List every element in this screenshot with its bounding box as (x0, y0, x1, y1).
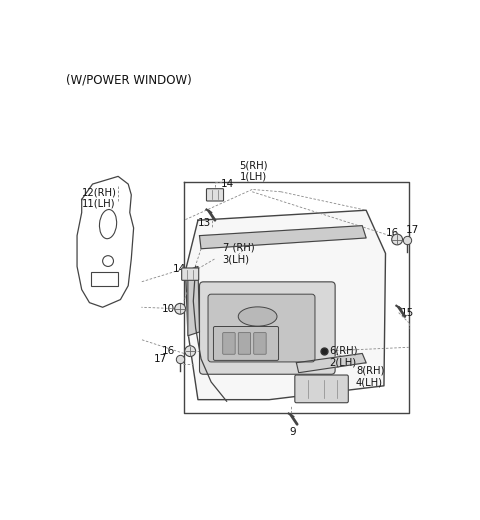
Text: 8(RH)
4(LH): 8(RH) 4(LH) (356, 366, 384, 387)
Text: 13: 13 (198, 217, 211, 228)
Bar (91, 272, 118, 285)
Polygon shape (188, 266, 200, 336)
FancyBboxPatch shape (295, 375, 348, 402)
Text: 17: 17 (406, 225, 419, 235)
FancyBboxPatch shape (181, 268, 199, 280)
FancyBboxPatch shape (200, 282, 335, 374)
FancyBboxPatch shape (254, 333, 266, 354)
Polygon shape (186, 210, 385, 400)
Text: 7 (RH)
3(LH): 7 (RH) 3(LH) (223, 242, 254, 264)
Circle shape (175, 303, 186, 314)
Text: 14: 14 (172, 264, 186, 274)
Text: 15: 15 (401, 308, 414, 318)
Text: 6(RH)
2(LH): 6(RH) 2(LH) (330, 346, 358, 367)
Text: 10: 10 (162, 304, 175, 314)
FancyBboxPatch shape (214, 327, 278, 360)
Text: 16: 16 (161, 346, 175, 356)
FancyBboxPatch shape (208, 294, 315, 362)
FancyBboxPatch shape (206, 189, 224, 201)
FancyBboxPatch shape (238, 333, 251, 354)
Text: 5(RH)
1(LH): 5(RH) 1(LH) (240, 160, 268, 182)
Text: 17: 17 (154, 354, 167, 364)
Ellipse shape (238, 307, 277, 326)
Polygon shape (200, 226, 366, 249)
Text: 14: 14 (221, 179, 234, 189)
FancyBboxPatch shape (223, 333, 235, 354)
Polygon shape (296, 354, 366, 373)
Circle shape (392, 234, 403, 245)
Text: 12(RH)
11(LH): 12(RH) 11(LH) (82, 187, 117, 209)
Text: 9: 9 (289, 427, 296, 437)
Text: (W/POWER WINDOW): (W/POWER WINDOW) (66, 73, 192, 86)
Text: 16: 16 (385, 228, 399, 238)
Circle shape (185, 346, 196, 357)
